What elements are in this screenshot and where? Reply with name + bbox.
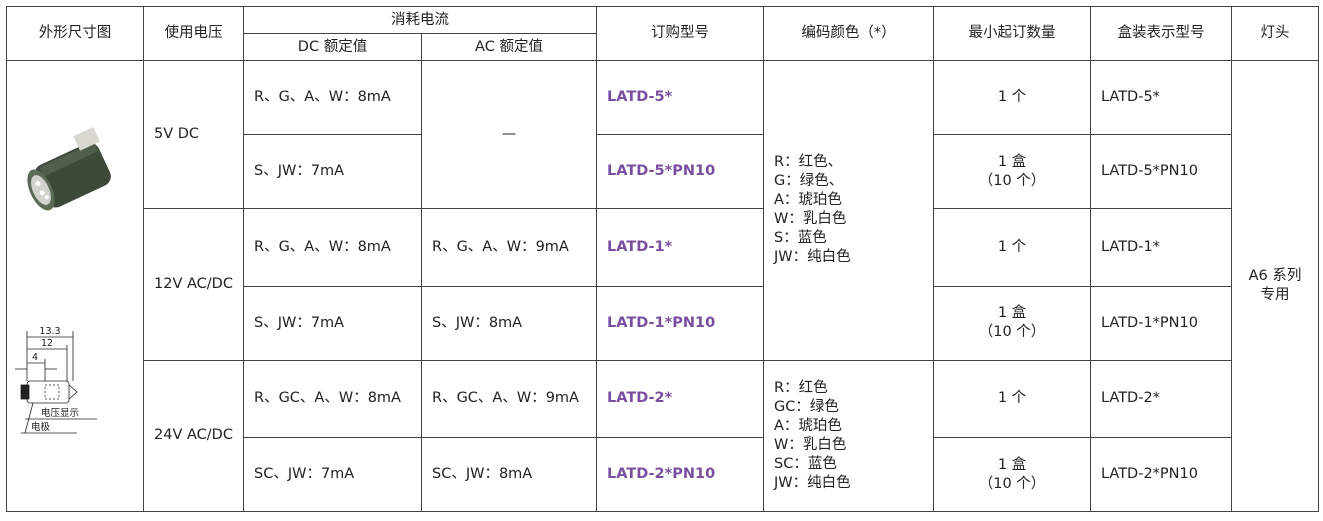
color-line: R：红色 [774,379,828,396]
qty-cell: 1 盒 （10 个） [933,134,1091,209]
box-cell: LATD-2* [1090,359,1232,438]
box-cell: LATD-1* [1090,208,1232,287]
product-table: 外形尺寸图 使用电压 消耗电流 订购型号 编码颜色（*） 最小起订数量 盒装表示… [6,6,1319,512]
model-cell: LATD-5* [596,60,764,135]
ac-cell: S、JW：8mA [421,285,597,361]
model-cell: LATD-2*PN10 [596,437,764,512]
voltage-cell: 12V AC/DC [143,208,244,361]
qty-line: 1 盒 [997,153,1027,170]
part-label: 电极 [31,421,51,433]
qty-line: 1 个 [997,89,1027,105]
model-cell: LATD-1* [596,208,764,287]
dimension-drawing [15,331,97,434]
dc-cell: R、G、A、W：8mA [243,60,422,135]
color-line: A：琥珀色 [774,417,842,434]
model-cell: LATD-1*PN10 [596,285,764,361]
qty-line: 1 盒 [997,305,1027,321]
box-cell: LATD-5* [1090,60,1232,135]
model-cell: LATD-2* [596,359,764,438]
header-cell: 编码颜色（*） [763,6,934,61]
dimension-label: 13.3 [39,326,60,337]
qty-cell: 1 个 [933,208,1091,287]
header-cell: 盒装表示型号 [1090,6,1232,61]
product-photo [27,126,111,211]
color-line: SC：蓝色 [774,455,837,472]
dc-cell: S、JW：7mA [243,285,422,361]
qty-line: 1 个 [997,238,1027,255]
qty-line: 1 个 [997,390,1027,407]
product-figure: 13.3 12 4 电压显示 电极 [15,126,111,434]
model-cell: LATD-5*PN10 [596,134,764,209]
qty-cell: 1 盒 （10 个） [933,437,1091,512]
ac-cell: R、GC、A、W：9mA [421,359,597,438]
color-cell: R：红色 GC：绿色 A：琥珀色 W：乳白色 SC：蓝色 JW：纯白色 [763,359,934,512]
box-cell: LATD-1*PN10 [1090,285,1232,361]
color-line: R：红色、 [774,154,843,171]
header-cell: 订购型号 [596,6,764,61]
color-line: GC：绿色 [774,398,839,415]
dc-cell: SC、JW：7mA [243,437,422,512]
ac-cell: R、G、A、W：9mA [421,208,597,287]
color-cell: R：红色、 G：绿色、 A：琥珀色 W：乳白色 S：蓝色 JW：纯白色 [763,60,934,361]
header-cell: 使用电压 [143,6,244,61]
color-line: A：琥珀色 [774,192,842,209]
dc-cell: R、GC、A、W：8mA [243,359,422,438]
color-line: S：蓝色 [774,230,827,247]
header-cell: AC 额定值 [421,33,597,61]
base-cell: A6 系列 专用 [1231,60,1319,512]
part-label: 电压显示 [41,407,79,419]
base-line: 专用 [1260,287,1290,303]
color-line: W：乳白色 [774,436,847,453]
qty-cell: 1 个 [933,60,1091,135]
ac-cell: — [421,60,597,209]
dimension-label: 12 [41,338,53,349]
qty-line: 1 盒 [997,456,1027,473]
voltage-cell: 5V DC [143,60,244,209]
color-line: JW：纯白色 [774,474,851,491]
base-line: A6 系列 [1248,268,1302,284]
image-cell: 13.3 12 4 电压显示 电极 [6,60,144,512]
dimension-label: 4 [32,352,38,363]
qty-cell: 1 盒 （10 个） [933,285,1091,361]
ac-cell: SC、JW：8mA [421,437,597,512]
box-cell: LATD-2*PN10 [1090,437,1232,512]
color-line: W：乳白色 [774,211,847,228]
header-cell: 灯头 [1231,6,1319,61]
qty-line: （10 个） [978,324,1046,340]
box-cell: LATD-5*PN10 [1090,134,1232,209]
dc-cell: S、JW：7mA [243,134,422,209]
header-cell: 外形尺寸图 [6,6,144,61]
qty-line: （10 个） [978,475,1046,492]
dc-cell: R、G、A、W：8mA [243,208,422,287]
qty-cell: 1 个 [933,359,1091,438]
header-cell: 最小起订数量 [933,6,1091,61]
header-cell: DC 额定值 [243,33,422,61]
color-line: JW：纯白色 [774,249,851,266]
qty-line: （10 个） [978,172,1046,189]
voltage-cell: 24V AC/DC [143,359,244,512]
color-line: G：绿色、 [774,173,844,190]
header-cell: 消耗电流 [243,6,597,34]
